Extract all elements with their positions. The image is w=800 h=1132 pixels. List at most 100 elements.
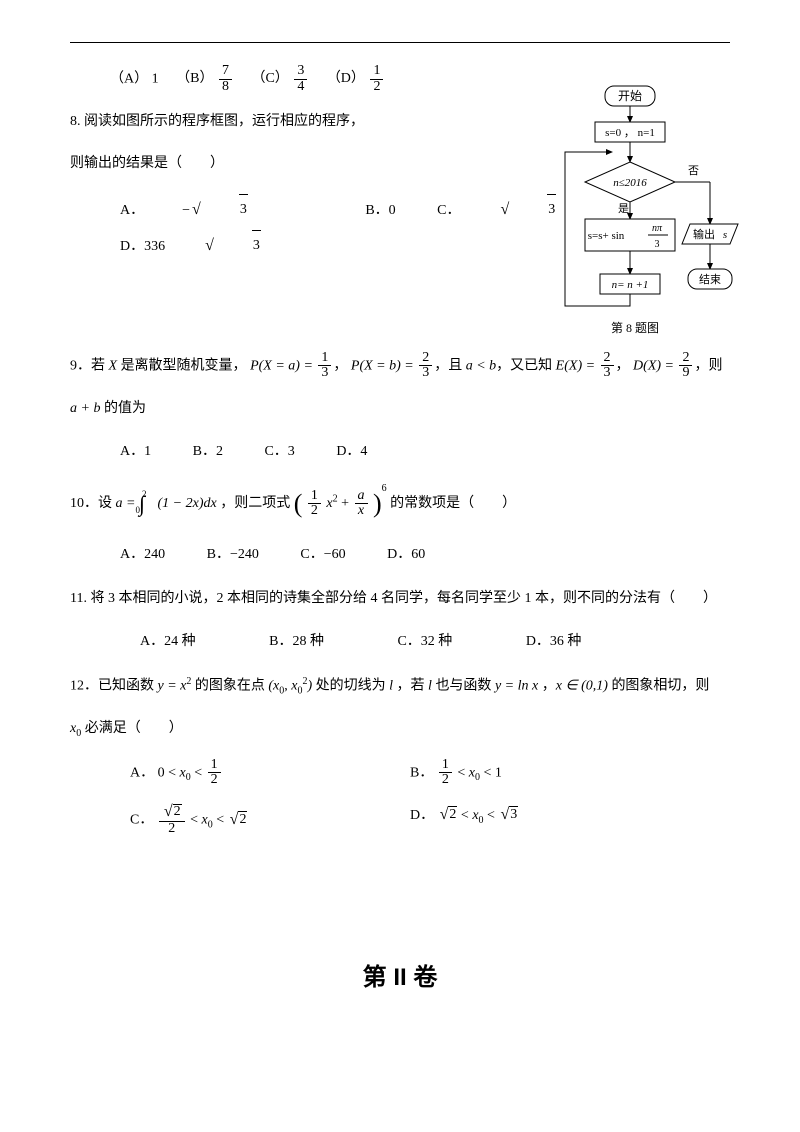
denominator: 9 <box>679 366 692 381</box>
numerator: 1 <box>370 64 383 80</box>
q12-line1: 12．已知函数 y = x2 的图象在点 (x0, x02) 处的切线为 l ，… <box>70 672 730 701</box>
q8-opt-a: A．−√3 <box>120 203 327 218</box>
q12-options: A． 0 < x0 < 12 B． 12 < x0 < 1 C． √2 2 < … <box>130 758 730 837</box>
radicand: 2 <box>173 804 182 820</box>
fc-step-den: 3 <box>655 239 660 250</box>
fraction: √2 2 <box>159 804 185 836</box>
q9-ex-l: E(X) = <box>556 358 599 373</box>
q12-l: l <box>389 678 393 693</box>
numerator: a <box>355 489 368 505</box>
q11-opt-a: A．24 种 <box>140 634 196 649</box>
fraction: 13 <box>318 351 331 381</box>
q9-apb: a + b <box>70 401 100 416</box>
q12-t4: 也与函数 <box>435 678 495 693</box>
d-mid2: < <box>484 808 499 823</box>
x2-sup: 2 <box>333 493 338 504</box>
q10-mid: ，则二项式 <box>220 496 290 511</box>
sep: ， <box>616 358 630 373</box>
q9-tail2: 的值为 <box>100 401 146 416</box>
denominator: 2 <box>439 773 452 788</box>
q7-opt-a: （A） 1 <box>110 71 162 86</box>
a-lhs: 0 < <box>158 765 180 780</box>
c-rhs-mid: < <box>213 813 228 828</box>
plus: + <box>341 496 352 511</box>
opt-label: C． <box>130 813 153 828</box>
denominator: 3 <box>419 366 432 381</box>
fraction: 1 2 <box>370 64 383 94</box>
fc-inc: n= n +1 <box>612 279 649 291</box>
q10-opt-c: C．−60 <box>300 547 345 562</box>
q12-x0-sub: 0 <box>76 728 81 739</box>
fraction: 7 8 <box>219 64 232 94</box>
pow: 6 <box>382 483 387 494</box>
sqrt-icon: √3 <box>203 228 299 263</box>
q9-pb-l: P(X = b) = <box>351 358 417 373</box>
page-content: （A） 1 （B） 7 8 （C） 3 4 （D） 1 2 <box>70 64 730 992</box>
fc-step-num: nπ <box>652 223 663 234</box>
q9-line1: 9．若 X 是离散型随机变量， P(X = a) = 13， P(X = b) … <box>70 351 730 381</box>
q9-opt-c: C．3 <box>264 444 294 459</box>
q9-pa-l: P(X = a) = <box>250 358 316 373</box>
q9-ab: a < b <box>466 358 496 373</box>
numerator: 1 <box>439 758 452 774</box>
q12-l2: l <box>428 678 432 693</box>
numerator: 2 <box>601 351 614 367</box>
b-mid: < <box>457 765 468 780</box>
fc-step-prefix: s=s+ sin <box>588 230 625 242</box>
radicand: 3 <box>239 194 248 226</box>
rparen-icon: ) <box>373 489 382 518</box>
fraction: ax <box>355 489 368 519</box>
radicand: 2 <box>448 806 457 823</box>
denominator: 3 <box>318 366 331 381</box>
opt-label: （C） <box>251 71 288 86</box>
q12-f2: y = ln x <box>495 678 538 693</box>
fraction: 12 <box>308 489 321 519</box>
denominator: 8 <box>219 80 232 95</box>
numerator: 1 <box>208 758 221 774</box>
sqrt-icon: √2 <box>438 806 458 824</box>
radicand: 3 <box>509 806 518 823</box>
q10-line: 10．设 a = ∫20 (1 − 2x)dx ，则二项式 ( 12 x2 + … <box>70 482 730 526</box>
fc-yes: 是 <box>618 202 629 215</box>
opt-label: （D） <box>327 71 365 86</box>
numerator: 1 <box>318 351 331 367</box>
q8-flowchart: 开始 s=0 ， n=1 n≤2016 是 否 s=s+ sin nπ 3 n=… <box>540 84 740 348</box>
fc-no: 否 <box>688 165 699 177</box>
q12-t3: ，若 <box>397 678 429 693</box>
sqrt-icon: √3 <box>190 192 286 227</box>
q12-f1: y = x <box>158 678 187 693</box>
radicand: 2 <box>238 811 247 828</box>
sep: ，且 <box>434 358 462 373</box>
opt-label: A． <box>130 765 154 780</box>
a-mid: < <box>191 765 206 780</box>
q12-pre: 12．已知函数 <box>70 678 158 693</box>
q12-t6: 的图象相切，则 <box>611 678 709 693</box>
denominator: 2 <box>208 773 221 788</box>
q12-t2: 处的切线为 <box>316 678 390 693</box>
denominator: 2 <box>370 80 383 95</box>
q12-dom: x ∈ (0,1) <box>556 678 608 693</box>
fc-start: 开始 <box>618 89 642 103</box>
q12-opt-d: D． √2 < x0 < √3 <box>410 804 690 836</box>
fraction: 12 <box>439 758 452 788</box>
opt-label: B． <box>410 765 433 780</box>
q9-opt-b: B．2 <box>193 444 223 459</box>
q12-f1-sup: 2 <box>186 676 191 687</box>
q9-x: X <box>109 358 118 373</box>
fraction: 12 <box>208 758 221 788</box>
opt-value: 1 <box>152 71 159 86</box>
opt-label: D．336 <box>120 239 165 254</box>
page-top-rule <box>70 42 730 43</box>
q10-opt-b: B．−240 <box>207 547 259 562</box>
numerator: 7 <box>219 64 232 80</box>
numerator: 3 <box>294 64 307 80</box>
q12-opt-b: B． 12 < x0 < 1 <box>410 758 690 788</box>
q7-opt-b: （B） 7 8 <box>176 71 237 86</box>
q10-options: A．240 B．−240 C．−60 D．60 <box>120 540 730 571</box>
q10-opt-d: D．60 <box>387 547 425 562</box>
sep: ， <box>333 358 347 373</box>
dx: dx <box>203 496 216 511</box>
q9-opt-a: A．1 <box>120 444 151 459</box>
q12-t5: ， <box>542 678 556 693</box>
q12-opt-c: C． √2 2 < x0 < √2 <box>130 804 410 836</box>
